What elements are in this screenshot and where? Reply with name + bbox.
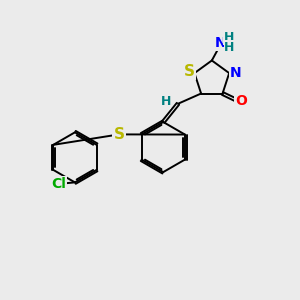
Text: H: H [224, 41, 235, 54]
Text: H: H [224, 31, 234, 44]
Text: N: N [215, 35, 226, 50]
Text: H: H [160, 95, 171, 108]
Text: O: O [236, 94, 247, 108]
Text: S: S [114, 127, 124, 142]
Text: N: N [230, 66, 242, 80]
Text: Cl: Cl [51, 177, 66, 191]
Text: S: S [184, 64, 195, 79]
